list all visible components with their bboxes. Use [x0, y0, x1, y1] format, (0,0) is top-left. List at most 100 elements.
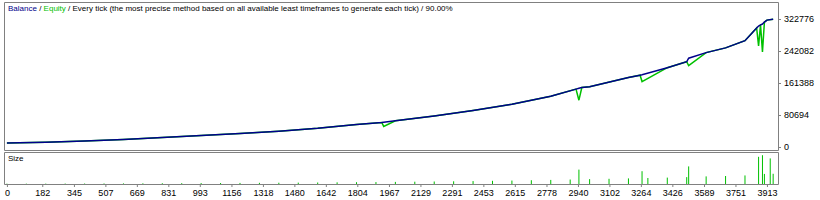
x-tick-label: 2778 [537, 188, 557, 198]
bar [473, 181, 474, 184]
bar [686, 177, 687, 184]
bar [773, 174, 774, 184]
x-tick-mark [767, 184, 768, 187]
x-tick-mark [389, 184, 390, 187]
y-tick-mark [778, 83, 781, 84]
x-tick-mark [357, 184, 358, 187]
x-tick-label: 182 [35, 188, 50, 198]
bar [162, 183, 163, 184]
bar [550, 180, 551, 184]
y-tick: 242082 [778, 46, 814, 56]
bar [26, 183, 27, 184]
x-tick: 507 [98, 184, 113, 198]
bar [744, 175, 745, 184]
x-tick-label: 3589 [694, 188, 714, 198]
x-tick-label: 1642 [316, 188, 336, 198]
bar [375, 182, 376, 184]
bar [628, 178, 629, 184]
x-tick-mark [483, 184, 484, 187]
x-tick-label: 2453 [474, 188, 494, 198]
x-tick: 1804 [348, 184, 368, 198]
axis-line [5, 2, 779, 3]
x-tick-label: 1156 [222, 188, 241, 198]
x-tick-label: 2129 [411, 188, 431, 198]
axis-line [778, 153, 779, 185]
plot-area [6, 155, 773, 184]
series-line [7, 19, 773, 143]
x-tick: 182 [35, 184, 50, 198]
title-text: / [37, 4, 44, 13]
plot-area [7, 19, 773, 143]
chart-title: Balance / Equity / Every tick (the most … [8, 4, 453, 13]
x-tick-mark [105, 184, 106, 187]
y-axis: 0 80694 161388 242082 322776 [778, 3, 814, 153]
y-tick-label: 0 [784, 142, 789, 152]
x-tick: 3102 [600, 184, 620, 198]
bar [239, 183, 240, 184]
bar [764, 174, 765, 184]
bar [758, 157, 759, 184]
bar [201, 183, 202, 184]
bar [259, 183, 260, 184]
bar [725, 176, 726, 184]
x-tick: 2129 [411, 184, 431, 198]
x-tick: 669 [130, 184, 145, 198]
x-tick-mark [137, 184, 138, 187]
x-tick: 2291 [442, 184, 462, 198]
y-tick-label: 80694 [784, 110, 809, 120]
x-tick-label: 2940 [568, 188, 588, 198]
y-tick: 161388 [778, 78, 814, 88]
frame-top [5, 2, 779, 3]
bar [317, 182, 318, 184]
bar [220, 183, 221, 184]
chart-root: 0 80694 161388 242082 322776 Balance / Equity… [0, 0, 820, 200]
x-tick: 3264 [631, 184, 651, 198]
x-tick: 2778 [537, 184, 557, 198]
x-tick: 3751 [726, 184, 746, 198]
y-axis [778, 153, 779, 185]
frame-left [4, 3, 5, 151]
y-tick-label: 242082 [784, 46, 814, 56]
plot-background [4, 152, 778, 184]
bar [434, 182, 435, 184]
x-tick-mark [515, 184, 516, 187]
bar [706, 176, 707, 184]
bar [647, 178, 648, 184]
x-tick-mark [578, 184, 579, 187]
x-tick-mark [420, 184, 421, 187]
x-tick-mark [200, 184, 201, 187]
x-tick-mark [231, 184, 232, 187]
y-tick: 322776 [778, 14, 814, 24]
x-tick: 3426 [663, 184, 683, 198]
x-tick-label: 507 [98, 188, 113, 198]
x-tick-mark [546, 184, 547, 187]
bar [356, 182, 357, 184]
bar [395, 182, 396, 184]
bar [589, 179, 590, 184]
axis-line [5, 152, 779, 153]
series-line [7, 19, 773, 143]
y-tick-mark [778, 19, 781, 20]
axis-line [4, 3, 5, 151]
axis-line [5, 184, 779, 185]
x-tick-label: 1804 [348, 188, 368, 198]
x-tick-label: 831 [161, 188, 176, 198]
x-tick-label: 3426 [663, 188, 683, 198]
legend-entry: Balance [8, 4, 37, 13]
bar [65, 183, 66, 184]
bar [142, 183, 143, 184]
x-tick: 2453 [474, 184, 494, 198]
x-tick: 2615 [505, 184, 525, 198]
x-tick-mark [641, 184, 642, 187]
bar [642, 171, 643, 184]
frame-top [5, 152, 779, 153]
x-tick-label: 2291 [442, 188, 462, 198]
bar [570, 180, 571, 184]
frame-left [4, 153, 5, 185]
x-tick: 0 [5, 184, 10, 198]
x-tick-mark [735, 184, 736, 187]
x-tick: 2940 [568, 184, 588, 198]
x-tick-mark [7, 184, 8, 187]
x-tick-mark [609, 184, 610, 187]
x-tick-mark [74, 184, 75, 187]
